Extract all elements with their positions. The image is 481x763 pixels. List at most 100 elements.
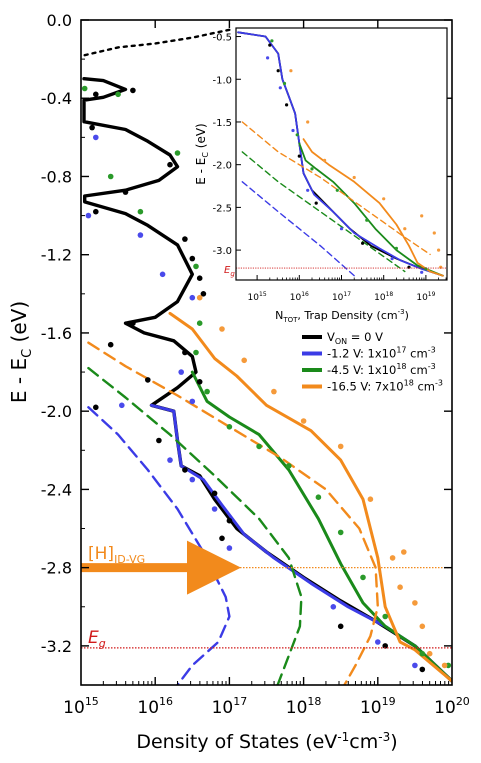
main-scatter-point-2-12 [315, 494, 322, 501]
main-y-tick-label: -2.4 [41, 480, 72, 499]
main-scatter-point-2-2 [174, 150, 181, 156]
main-scatter-point-2-7 [193, 349, 199, 356]
inset-plot-lines [237, 31, 444, 277]
inset-series-line-6 [241, 121, 431, 256]
main-scatter-point-0-7 [189, 255, 196, 262]
main-scatter-point-1-14 [412, 662, 418, 669]
inset-scatter-point-2-4 [335, 188, 339, 192]
main-y-tick-label: 0.0 [47, 11, 72, 30]
main-scatter-point-0-18 [211, 490, 218, 497]
main-scatter-point-3-3 [271, 388, 277, 395]
inset-scatter-point-3-2 [323, 158, 327, 162]
main-scatter-point-3-10 [419, 623, 426, 630]
main-series-line-5 [87, 366, 303, 685]
main-scatter-point-3-7 [389, 555, 396, 561]
inset-series-line-3 [302, 138, 444, 277]
inset-axis-ticks: 1015 1016 1017 1018 1019 -0.5 -1.0 -1.5 -2.0 -2.5… [212, 33, 447, 303]
main-scatter-point-0-20 [219, 535, 225, 542]
main-scatter-point-3-8 [397, 584, 403, 590]
main-scatter-point-2-10 [256, 443, 262, 450]
main-y-tick-label: -1.6 [41, 324, 72, 343]
inset-scatter-point-1-0 [266, 56, 270, 60]
main-plot-scatter [81, 85, 452, 673]
main-scatter-point-3-6 [367, 496, 374, 503]
main-scatter-point-1-9 [211, 506, 218, 512]
inset-scatter-point-3-9 [439, 265, 443, 269]
main-x-tick-label: 1015 [63, 695, 99, 718]
inset-scatter-point-0-4 [314, 201, 318, 205]
main-scatter-point-3-4 [300, 418, 307, 424]
main-scatter-point-0-15 [93, 404, 99, 411]
inset-scatter-point-1-2 [291, 128, 295, 133]
main-scatter-point-2-0 [81, 85, 88, 92]
main-scatter-point-2-15 [382, 613, 389, 620]
main-scatter-point-2-3 [107, 173, 114, 180]
main-scatter-point-0-19 [226, 517, 233, 524]
main-x-tick-label: 1017 [212, 695, 248, 718]
main-scatter-point-0-10 [130, 320, 136, 327]
inset-scatter-point-3-0 [289, 69, 293, 73]
inset-scatter-point-1-3 [306, 188, 310, 192]
inset-scatter-point-1-6 [420, 270, 424, 274]
main-scatter-point-3-1 [219, 326, 225, 332]
inset-scatter-point-2-0 [270, 39, 274, 43]
inset-y-tick-label: -2.0 [212, 161, 232, 172]
inset-scatter-point-1-5 [390, 257, 394, 261]
inset-scatter-point-3-1 [306, 120, 310, 124]
inset-x-tick-label: 1019 [416, 291, 435, 303]
main-scatter-point-2-1 [115, 91, 121, 98]
main-scatter-point-0-9 [200, 291, 207, 297]
main-scatter-point-2-9 [226, 424, 233, 430]
main-scatter-point-0-17 [182, 467, 188, 473]
main-reference-lines [81, 540, 452, 649]
main-scatter-point-1-13 [375, 639, 381, 645]
main-x-tick-label: 1016 [137, 695, 173, 718]
main-scatter-point-1-10 [226, 545, 233, 551]
main-y-tick-label: -2.8 [41, 559, 72, 578]
main-scatter-point-1-4 [189, 294, 196, 301]
inset-scatter-point-1-4 [339, 227, 344, 231]
inset-scatter-point-3-4 [382, 197, 386, 201]
inset-scatter-point-3-7 [432, 231, 436, 235]
inset-x-tick-label: 1017 [332, 291, 351, 303]
main-series-line-3 [168, 311, 452, 683]
main-scatter-point-2-11 [286, 463, 292, 469]
inset-scatter-point-2-2 [295, 133, 299, 137]
main-scatter-point-0-3 [167, 161, 173, 168]
main-scatter-point-3-0 [196, 294, 203, 301]
main-scatter-point-3-12 [441, 662, 448, 669]
main-scatter-point-0-4 [122, 189, 129, 195]
main-scatter-point-0-22 [382, 643, 389, 649]
main-scatter-point-2-6 [196, 320, 203, 327]
inset-background [236, 28, 447, 280]
inset-scatter-point-0-0 [268, 43, 272, 47]
inset-y-tick-label: -3.0 [212, 246, 232, 257]
inset-series-line-5 [241, 151, 406, 273]
main-scatter-point-0-11 [182, 349, 188, 356]
main-scatter-point-0-16 [156, 437, 162, 444]
main-plot-frame [80, 19, 453, 686]
inset-plot-scatter [266, 39, 443, 274]
inset-scatter-point-3-3 [352, 175, 356, 180]
main-axis-ticks: 1015 1016 1017 1018 1019 1020 0.0 -0.4 -0.8 -1.2 -… [41, 11, 470, 718]
main-y-axis-label: E - EC (eV) [7, 301, 35, 403]
inset-scatter-point-0-1 [276, 69, 280, 73]
main-scatter-point-0-1 [130, 87, 136, 94]
inset-y-tick-label: -0.5 [212, 33, 232, 44]
main-x-tick-label: 1019 [360, 695, 396, 718]
inset-y-axis-label: E - EC (eV) [194, 123, 210, 185]
main-scatter-point-1-12 [330, 604, 337, 610]
inset-series-line-2 [298, 142, 444, 277]
inset-y-tick-label: -2.5 [212, 203, 232, 214]
inset-scatter-point-0-3 [297, 154, 301, 158]
legend-entry-2: -4.5 V: 1x1018 cm-3 [327, 362, 436, 377]
main-scatter-point-0-5 [93, 208, 99, 215]
main-scatter-point-3-11 [426, 650, 433, 657]
eg-label-inset: Eg [224, 265, 235, 278]
main-y-tick-label: -0.8 [41, 167, 72, 186]
main-scatter-point-0-14 [145, 377, 151, 383]
main-scatter-point-1-5 [178, 369, 184, 375]
inset-series-line-4 [241, 181, 355, 277]
main-scatter-point-0-13 [107, 341, 114, 348]
